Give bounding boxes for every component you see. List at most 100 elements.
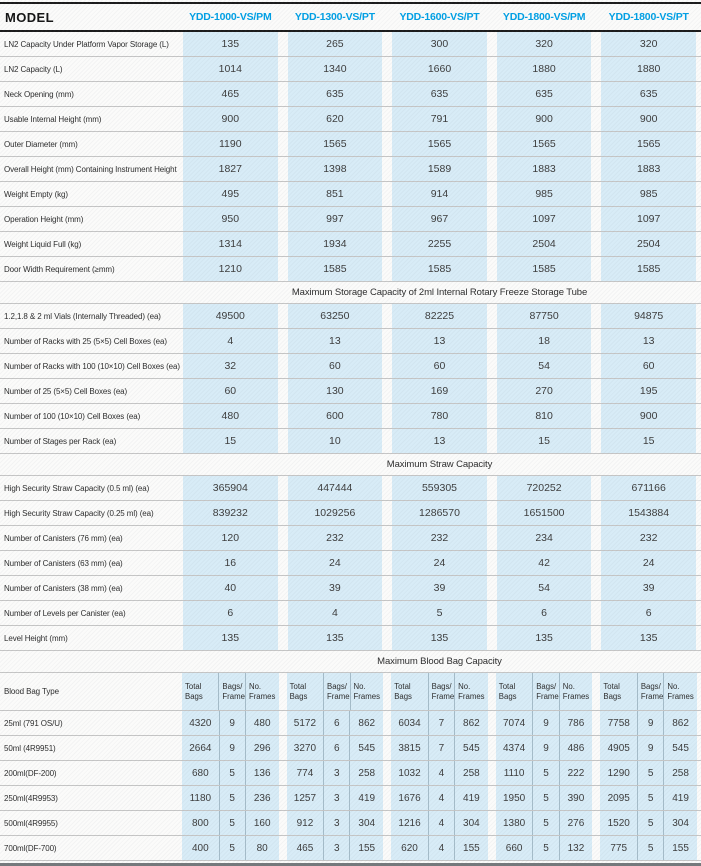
value-cell: 620 bbox=[287, 107, 383, 131]
cell-value: 6 bbox=[645, 607, 652, 619]
bags-per-frame-cell: 6 bbox=[324, 736, 351, 760]
value-cell: 1210 bbox=[183, 257, 278, 281]
no-frames-cell: 486 bbox=[567, 742, 585, 754]
bags-per-frame-cell: 9 bbox=[638, 736, 665, 760]
cell-value: 480 bbox=[221, 410, 240, 422]
total-bags-cell: 4374 bbox=[496, 736, 534, 760]
no-frames-cell: 222 bbox=[567, 767, 585, 779]
blood-value-group: 774 3 258 bbox=[286, 761, 384, 785]
value-cell: 1543884 bbox=[601, 501, 696, 525]
cell-value: 1565 bbox=[427, 138, 452, 150]
row-label: Number of Stages per Rack (ea) bbox=[4, 436, 117, 446]
no-frames-cell: 419 bbox=[463, 792, 480, 804]
value-cell: 635 bbox=[496, 82, 592, 106]
cell-value: 39 bbox=[433, 582, 446, 594]
no-frames-cell: 236 bbox=[253, 792, 271, 804]
table-row: Number of Stages per Rack (ea) 15 10 13 15 1… bbox=[0, 429, 701, 454]
cell-value: 851 bbox=[326, 188, 344, 200]
value-cell: 135 bbox=[601, 626, 696, 650]
bags-per-frame-cell: 9 bbox=[220, 711, 246, 735]
value-cell: 600 bbox=[287, 404, 383, 428]
blood-bag-row: 700ml(DF-700) 400 5 80 465 3 155 620 bbox=[0, 836, 701, 861]
value-cell: 671166 bbox=[601, 476, 696, 500]
value-cell: 1585 bbox=[287, 257, 383, 281]
cell-value: 1589 bbox=[427, 163, 452, 175]
value-cell: 2255 bbox=[392, 232, 487, 256]
blood-bag-type: 700ml(DF-700) bbox=[4, 843, 57, 853]
total-bags-cell: 5172 bbox=[287, 711, 325, 735]
cell-value: 130 bbox=[326, 385, 344, 397]
cell-value: 82225 bbox=[424, 310, 455, 322]
bags-per-frame-cell: 5 bbox=[220, 786, 246, 810]
value-cell: 32 bbox=[183, 354, 278, 378]
blood-value-group: 465 3 155 bbox=[286, 836, 384, 860]
section-title-blood: Maximum Blood Bag Capacity bbox=[377, 656, 502, 667]
row-label: Door Width Requirement (≥mm) bbox=[4, 264, 115, 274]
bags-per-frame-cell: 5 bbox=[533, 786, 560, 810]
cell-value: 2504 bbox=[532, 238, 556, 250]
bags-per-frame-cell: 4 bbox=[429, 811, 455, 835]
blood-value-group: 1676 4 419 bbox=[391, 786, 488, 810]
cell-value: 265 bbox=[326, 38, 344, 50]
value-cell: 234 bbox=[496, 526, 592, 550]
table-row: Weight Liquid Full (kg) 1314 1934 2255 2504… bbox=[0, 232, 701, 257]
blood-value-group: 7074 9 786 bbox=[495, 711, 593, 735]
cell-value: 195 bbox=[639, 385, 658, 397]
row-label: Number of Canisters (76 mm) (ea) bbox=[4, 533, 123, 543]
subheader-bags-per-frame: Bags/ Frame bbox=[533, 673, 560, 710]
value-cell: 851 bbox=[287, 182, 383, 206]
blood-subheader-group: Total Bags Bags/ Frame No. Frames bbox=[391, 673, 488, 710]
cell-value: 1565 bbox=[637, 138, 661, 150]
total-bags-cell: 1180 bbox=[182, 786, 220, 810]
total-bags-cell: 1676 bbox=[391, 786, 429, 810]
blood-value-group: 7758 9 862 bbox=[600, 711, 697, 735]
cell-value: 1565 bbox=[532, 138, 556, 150]
no-frames-cell: 258 bbox=[463, 767, 480, 779]
cell-value: 54 bbox=[538, 582, 550, 594]
subheader-bags-per-frame: Bags/ Frame bbox=[429, 673, 456, 710]
row-label: Number of 100 (10×10) Cell Boxes (ea) bbox=[4, 411, 141, 421]
total-bags-cell: 775 bbox=[600, 836, 639, 860]
total-bags-cell: 1950 bbox=[496, 786, 534, 810]
subheader-no-frames: No. Frames bbox=[562, 681, 590, 701]
cell-value: 1880 bbox=[532, 63, 556, 75]
value-cell: 13 bbox=[601, 329, 696, 353]
value-cell: 6 bbox=[601, 601, 696, 625]
cell-value: 60 bbox=[642, 360, 655, 372]
table-row: Number of Canisters (76 mm) (ea) 120 232 2… bbox=[0, 526, 701, 551]
blood-value-group: 1380 5 276 bbox=[495, 811, 593, 835]
value-cell: 2504 bbox=[496, 232, 592, 256]
blood-value-group: 1950 5 390 bbox=[495, 786, 593, 810]
total-bags-cell: 3815 bbox=[391, 736, 429, 760]
cell-value: 1585 bbox=[532, 263, 556, 275]
blood-value-group: 1110 5 222 bbox=[495, 761, 593, 785]
value-cell: 2504 bbox=[601, 232, 696, 256]
value-cell: 1883 bbox=[601, 157, 696, 181]
no-frames-cell: 419 bbox=[358, 792, 376, 804]
row-label: Usable Internal Height (mm) bbox=[4, 114, 102, 124]
cell-value: 15 bbox=[642, 435, 655, 447]
cell-value: 13 bbox=[433, 435, 446, 447]
cell-value: 39 bbox=[642, 582, 655, 594]
value-cell: 15 bbox=[601, 429, 696, 453]
value-cell: 13 bbox=[287, 329, 383, 353]
value-cell: 54 bbox=[496, 576, 592, 600]
cell-value: 791 bbox=[430, 113, 449, 125]
cell-value: 135 bbox=[430, 632, 449, 644]
no-frames-cell: 155 bbox=[358, 842, 376, 854]
cell-value: 1543884 bbox=[628, 507, 670, 519]
cell-value: 234 bbox=[535, 532, 553, 544]
value-cell: 1014 bbox=[183, 57, 278, 81]
cell-value: 6 bbox=[227, 607, 234, 619]
model-column-header: YDD-1800-VS/PT bbox=[608, 11, 689, 23]
blood-value-group: 4320 9 480 bbox=[182, 711, 279, 735]
cell-value: 1190 bbox=[219, 138, 242, 150]
row-label: Operation Height (mm) bbox=[4, 214, 84, 224]
total-bags-cell: 4320 bbox=[182, 711, 220, 735]
cell-value: 985 bbox=[535, 188, 553, 200]
no-frames-cell: 304 bbox=[672, 817, 689, 829]
value-cell: 135 bbox=[183, 626, 278, 650]
cell-value: 120 bbox=[221, 532, 240, 544]
model-column-header: YDD-1600-VS/PT bbox=[399, 11, 480, 23]
bags-per-frame-cell: 5 bbox=[533, 761, 560, 785]
